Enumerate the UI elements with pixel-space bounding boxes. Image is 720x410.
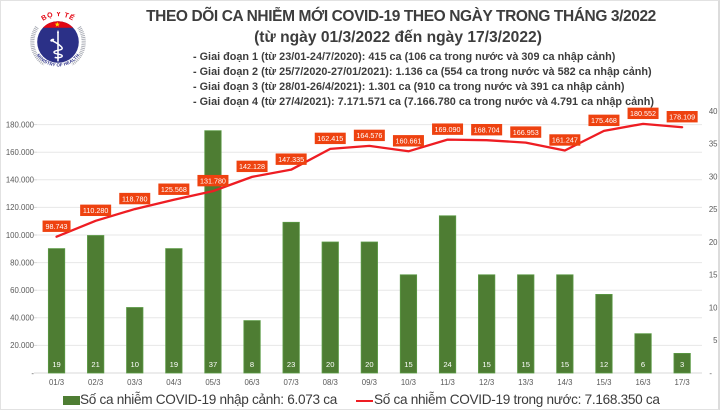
svg-text:14/3: 14/3 (557, 378, 572, 387)
svg-text:17/3: 17/3 (675, 378, 690, 387)
svg-text:118.780: 118.780 (122, 194, 147, 203)
svg-text:24: 24 (443, 360, 451, 369)
svg-text:80.000: 80.000 (10, 258, 35, 267)
svg-text:20: 20 (365, 360, 373, 369)
svg-text:169.090: 169.090 (435, 125, 461, 134)
svg-text:180.552: 180.552 (630, 109, 656, 118)
svg-text:21: 21 (91, 360, 99, 369)
svg-text:10/3: 10/3 (401, 378, 416, 387)
svg-text:15: 15 (522, 360, 530, 369)
svg-text:09/3: 09/3 (362, 378, 377, 387)
svg-text:5: 5 (713, 336, 718, 345)
svg-text:12: 12 (600, 360, 608, 369)
svg-text:01/3: 01/3 (49, 378, 64, 387)
svg-text:131.780: 131.780 (200, 176, 226, 185)
svg-text:60.000: 60.000 (10, 286, 35, 295)
svg-text:-: - (709, 369, 712, 378)
svg-text:162.415: 162.415 (317, 134, 343, 143)
svg-text:15/3: 15/3 (596, 378, 611, 387)
svg-text:11/3: 11/3 (440, 378, 455, 387)
svg-text:23: 23 (287, 360, 295, 369)
svg-text:147.335: 147.335 (278, 155, 304, 164)
svg-text:175.468: 175.468 (591, 116, 617, 125)
svg-text:180.000: 180.000 (6, 120, 35, 129)
svg-text:10: 10 (709, 303, 718, 312)
svg-text:161.247: 161.247 (552, 136, 578, 145)
svg-text:160.661: 160.661 (395, 136, 421, 145)
svg-text:30: 30 (709, 172, 718, 181)
svg-text:16/3: 16/3 (635, 378, 650, 387)
svg-text:3: 3 (680, 360, 684, 369)
svg-text:10: 10 (131, 360, 139, 369)
svg-text:160.000: 160.000 (6, 148, 35, 157)
svg-text:15: 15 (561, 360, 569, 369)
svg-text:20: 20 (326, 360, 334, 369)
svg-text:03/3: 03/3 (127, 378, 142, 387)
svg-text:166.953: 166.953 (513, 128, 539, 137)
svg-text:20: 20 (709, 238, 718, 247)
svg-text:40: 40 (709, 107, 718, 116)
svg-text:8: 8 (250, 360, 254, 369)
svg-text:04/3: 04/3 (166, 378, 181, 387)
svg-text:120.000: 120.000 (6, 203, 35, 212)
svg-text:20.000: 20.000 (10, 341, 35, 350)
svg-text:-: - (31, 369, 34, 378)
svg-text:140.000: 140.000 (6, 176, 35, 185)
svg-text:98.743: 98.743 (46, 222, 68, 231)
svg-text:40.000: 40.000 (10, 314, 35, 323)
svg-text:25: 25 (709, 205, 718, 214)
svg-text:08/3: 08/3 (323, 378, 338, 387)
svg-text:100.000: 100.000 (6, 231, 35, 240)
svg-text:05/3: 05/3 (205, 378, 220, 387)
svg-text:06/3: 06/3 (244, 378, 259, 387)
svg-text:15: 15 (709, 271, 718, 280)
svg-text:19: 19 (52, 360, 60, 369)
svg-text:6: 6 (641, 360, 645, 369)
svg-text:110.280: 110.280 (83, 206, 108, 215)
svg-text:07/3: 07/3 (284, 378, 299, 387)
svg-text:178.109: 178.109 (669, 112, 695, 121)
svg-text:12/3: 12/3 (479, 378, 494, 387)
svg-text:164.576: 164.576 (356, 131, 382, 140)
svg-text:19: 19 (170, 360, 178, 369)
svg-text:35: 35 (709, 140, 718, 149)
svg-text:168.704: 168.704 (474, 125, 500, 134)
svg-text:125.568: 125.568 (161, 185, 187, 194)
svg-text:37: 37 (209, 360, 217, 369)
svg-text:13/3: 13/3 (518, 378, 533, 387)
svg-text:15: 15 (404, 360, 412, 369)
svg-text:142.128: 142.128 (239, 162, 265, 171)
svg-text:02/3: 02/3 (88, 378, 103, 387)
svg-text:15: 15 (482, 360, 490, 369)
svg-text:BỘ Y TẾ: BỘ Y TẾ (40, 12, 77, 23)
